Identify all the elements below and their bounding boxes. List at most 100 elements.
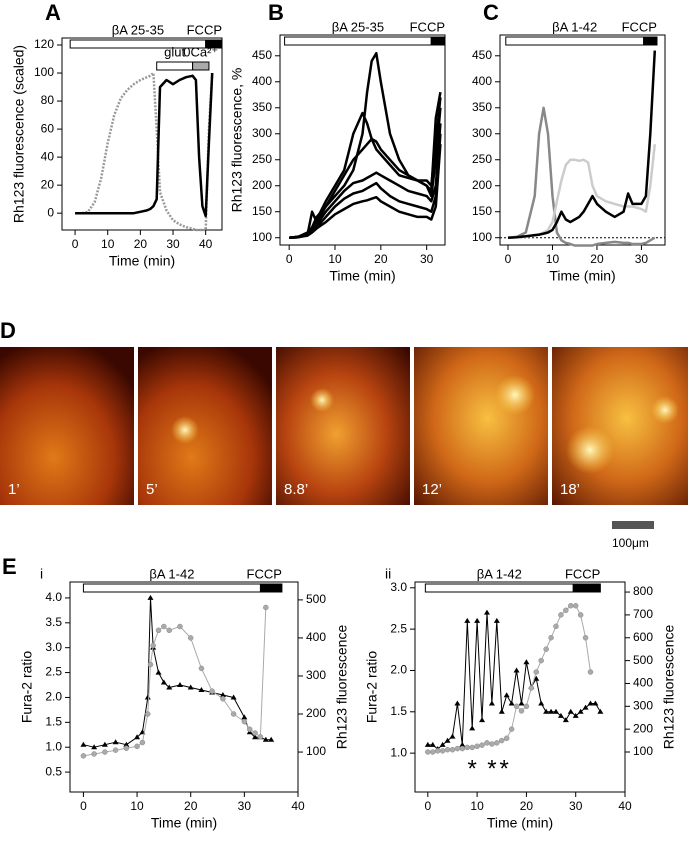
marker — [166, 684, 173, 690]
treatment-label: FCCP — [565, 566, 600, 581]
series-line — [289, 144, 442, 239]
y-tick-label: 300 — [252, 126, 272, 140]
marker — [80, 753, 87, 759]
x-tick-label: 10 — [328, 252, 342, 266]
x-tick-label: 0 — [72, 237, 79, 251]
marker — [484, 740, 490, 746]
y2-tick-label: 400 — [306, 630, 326, 644]
marker — [552, 708, 559, 714]
y-tick-label: 3.0 — [45, 640, 62, 654]
x-tick-label: 30 — [420, 252, 434, 266]
marker — [177, 623, 183, 630]
y-tick-label: 1.0 — [390, 745, 407, 759]
y-tick-label: 60 — [41, 121, 55, 135]
marker — [268, 736, 275, 742]
marker — [577, 708, 584, 714]
marker — [523, 703, 530, 710]
panel-label: E — [2, 554, 17, 579]
marker — [257, 734, 264, 740]
panel-label: B — [268, 0, 284, 25]
marker — [488, 700, 495, 706]
y2-tick-label: 100 — [306, 744, 326, 758]
x-tick-label: 10 — [470, 799, 484, 813]
panel-d: D 1’ 5’ 8.8’ 12’ 18’ 100μm — [0, 318, 688, 550]
panel-label: D — [0, 318, 16, 343]
y-axis-label: Fura-2 ratio — [19, 651, 35, 724]
x-tick-label: 0 — [286, 252, 293, 266]
chart-panel: BβA 25-35 FCCP 0 10 20 30 100 150 200 250 300 350 40… — [229, 0, 446, 284]
y-axis-label: Rh123 fluorescence (scaled) — [11, 45, 27, 223]
plot-frame — [414, 581, 626, 793]
marker — [198, 665, 205, 672]
marker — [424, 741, 431, 747]
treatment-label: glut — [164, 44, 185, 59]
frame-label: 18’ — [560, 481, 580, 498]
image-frame — [414, 347, 548, 505]
marker — [230, 694, 237, 700]
y-tick-label: 1.0 — [45, 739, 62, 753]
marker — [220, 696, 226, 702]
treatment-label: FCCP — [247, 566, 282, 581]
marker — [543, 646, 549, 652]
treatment-label: FCCP — [187, 22, 222, 37]
y-tick-label: 350 — [472, 100, 492, 114]
treatment-label: βA 25-35 — [112, 22, 164, 37]
image-frame — [552, 347, 688, 505]
marker — [123, 745, 130, 751]
marker — [91, 751, 97, 757]
marker — [568, 603, 574, 609]
marker — [176, 682, 183, 688]
marker — [112, 739, 119, 745]
y2-tick-label: 800 — [633, 584, 653, 598]
y-tick-label: 300 — [472, 126, 492, 140]
marker — [567, 708, 574, 714]
marker — [454, 745, 461, 752]
marker — [548, 708, 555, 714]
marker — [562, 717, 569, 723]
marker — [513, 703, 520, 710]
x-tick-label: 20 — [590, 252, 604, 266]
marker — [241, 714, 248, 720]
marker — [209, 688, 215, 694]
x-tick-label: 20 — [184, 799, 198, 813]
plot-frame — [279, 34, 446, 246]
y-tick-label: 150 — [252, 204, 272, 218]
marker — [112, 747, 119, 753]
marker — [499, 737, 505, 744]
marker — [597, 708, 604, 714]
treatment-bar — [156, 61, 194, 71]
y-tick-label: 400 — [252, 74, 272, 88]
marker — [80, 741, 87, 747]
frame-label: 1’ — [8, 481, 20, 498]
series-line — [507, 106, 656, 247]
marker — [429, 741, 436, 747]
x-axis-label: Time (min) — [329, 268, 395, 284]
treatment-bar — [424, 583, 574, 593]
y-tick-label: 2.0 — [45, 690, 62, 704]
marker — [444, 746, 451, 753]
marker — [508, 726, 515, 732]
marker — [150, 642, 156, 649]
y-tick-label: 1.5 — [390, 704, 407, 718]
marker — [469, 725, 476, 731]
image-frame — [0, 347, 134, 505]
frame-label: 8.8’ — [284, 481, 308, 498]
x-tick-label: 30 — [238, 799, 252, 813]
marker — [587, 669, 594, 675]
chart-panel: CβA 1-42 FCCP 0 10 20 30 100 150 200 250 300 350 400… — [472, 0, 666, 284]
hot-spot — [171, 416, 199, 444]
panel-label: i — [40, 566, 43, 582]
marker — [582, 635, 589, 641]
y-tick-label: 200 — [252, 178, 272, 192]
marker — [444, 737, 451, 743]
marker — [479, 717, 486, 723]
y-tick-label: 2.5 — [390, 621, 407, 635]
y-tick-label: 0.5 — [45, 764, 62, 778]
marker — [518, 700, 525, 706]
treatment-bar — [82, 583, 261, 593]
panel-label: A — [45, 0, 61, 25]
series-line — [75, 71, 214, 232]
x-tick-label: 20 — [374, 252, 388, 266]
y-tick-label: 0 — [47, 205, 54, 219]
